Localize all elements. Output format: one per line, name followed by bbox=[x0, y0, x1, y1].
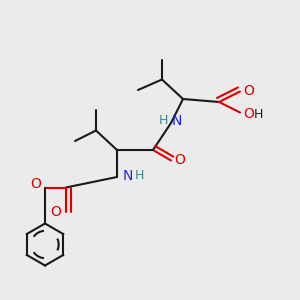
Text: N: N bbox=[122, 169, 133, 182]
Text: O: O bbox=[31, 178, 41, 191]
Text: N: N bbox=[171, 114, 182, 128]
Text: O: O bbox=[50, 205, 61, 219]
Text: O: O bbox=[175, 154, 185, 167]
Text: O: O bbox=[244, 107, 254, 121]
Text: H: H bbox=[159, 114, 168, 127]
Text: O: O bbox=[243, 84, 254, 98]
Text: H: H bbox=[135, 169, 144, 182]
Text: H: H bbox=[253, 107, 263, 121]
